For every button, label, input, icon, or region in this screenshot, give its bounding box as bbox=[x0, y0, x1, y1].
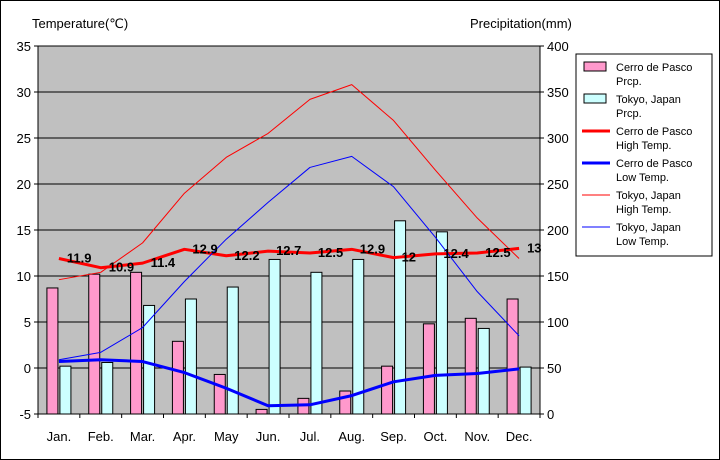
data-label: 12.4 bbox=[443, 246, 469, 261]
legend-entry-line1: Tokyo, Japan bbox=[616, 94, 681, 106]
legend-entry-line2: Low Temp. bbox=[616, 236, 669, 248]
x-tick-label: Aug. bbox=[338, 429, 365, 444]
left-axis-title: Temperature(℃) bbox=[32, 16, 128, 31]
legend: Cerro de Pasco Prcp. Tokyo, Japan Prcp. Cerr… bbox=[575, 53, 713, 257]
precip-bar bbox=[394, 220, 407, 415]
temp-line bbox=[58, 246, 520, 270]
x-tick-label: Jul. bbox=[300, 429, 320, 444]
legend-entry-line2: High Temp. bbox=[616, 204, 671, 216]
left-tick-label: 15 bbox=[17, 223, 31, 238]
precip-bar bbox=[143, 304, 156, 415]
x-tick-label: Oct. bbox=[423, 429, 447, 444]
precip-bar bbox=[352, 258, 365, 415]
precip-bar bbox=[464, 317, 477, 415]
legend-entry-line2: Prcp. bbox=[616, 76, 642, 88]
temp-line bbox=[58, 84, 520, 281]
x-tick-label: Apr. bbox=[173, 429, 196, 444]
x-tick-label: Jan. bbox=[47, 429, 72, 444]
legend-entry-line1: Tokyo, Japan bbox=[616, 190, 681, 202]
precip-bar bbox=[101, 361, 114, 415]
left-tick-label: 5 bbox=[24, 315, 31, 330]
left-tick-label: 20 bbox=[17, 177, 31, 192]
right-tick-label: 0 bbox=[547, 407, 554, 422]
legend-entry-line1: Tokyo, Japan bbox=[616, 222, 681, 234]
precip-bar bbox=[310, 271, 323, 415]
temp-line bbox=[58, 155, 520, 361]
x-tick-label: Dec. bbox=[506, 429, 533, 444]
x-tick-label: Nov. bbox=[464, 429, 490, 444]
precip-bar bbox=[506, 298, 519, 415]
data-label: 12.7 bbox=[276, 243, 301, 258]
right-tick-label: 400 bbox=[547, 39, 569, 54]
right-tick-label: 100 bbox=[547, 315, 569, 330]
right-axis-title: Precipitation(mm) bbox=[470, 16, 572, 31]
data-label: 12.9 bbox=[192, 241, 217, 256]
x-tick-label: May bbox=[214, 429, 239, 444]
precip-bar bbox=[88, 273, 101, 415]
right-axis-ticks: 0 50 100 150 200 250 300 350 400 bbox=[540, 39, 569, 422]
precip-bar bbox=[339, 390, 352, 415]
data-labels: 11.9 10.9 11.4 12.9 12.2 12.7 12.5 12.9 12 12.4 12… bbox=[67, 240, 542, 274]
legend-entry-line2: High Temp. bbox=[616, 140, 671, 152]
data-label: 13 bbox=[527, 240, 541, 255]
legend-box bbox=[575, 53, 713, 257]
precip-bar bbox=[226, 286, 239, 415]
right-tick-label: 200 bbox=[547, 223, 569, 238]
right-tick-label: 250 bbox=[547, 177, 569, 192]
data-label: 10.9 bbox=[109, 260, 134, 275]
data-label: 12.9 bbox=[360, 241, 385, 256]
right-tick-label: 300 bbox=[547, 131, 569, 146]
temperature-lines bbox=[58, 84, 520, 408]
data-label: 12.2 bbox=[234, 248, 259, 263]
precip-bar bbox=[130, 271, 143, 415]
data-label: 11.9 bbox=[67, 251, 92, 266]
precipitation-bars bbox=[46, 220, 532, 415]
left-tick-label: 10 bbox=[17, 269, 31, 284]
precip-bar bbox=[46, 287, 59, 415]
left-tick-label: 35 bbox=[17, 39, 31, 54]
legend-entry-line1: Cerro de Pasco bbox=[616, 62, 692, 74]
left-tick-label: 30 bbox=[17, 85, 31, 100]
temp-line bbox=[58, 358, 520, 408]
left-tick-label: -5 bbox=[19, 407, 31, 422]
precip-bar bbox=[268, 258, 281, 415]
legend-entry-line2: Low Temp. bbox=[616, 172, 669, 184]
left-tick-label: 25 bbox=[17, 131, 31, 146]
legend-swatch bbox=[583, 61, 607, 72]
data-label: 11.4 bbox=[151, 255, 176, 270]
x-tick-label: Mar. bbox=[130, 429, 155, 444]
legend-swatch bbox=[583, 93, 607, 104]
right-tick-label: 150 bbox=[547, 269, 569, 284]
precip-bar bbox=[171, 340, 184, 415]
x-tick-label: Sep. bbox=[380, 429, 407, 444]
gridlines bbox=[38, 91, 540, 369]
left-axis-ticks: -5 0 5 10 15 20 25 30 35 bbox=[17, 39, 38, 422]
precip-bar bbox=[381, 365, 394, 415]
precip-bar bbox=[255, 408, 268, 415]
data-label: 12 bbox=[402, 250, 416, 265]
precip-bar bbox=[213, 373, 226, 415]
x-tick-label: Feb. bbox=[88, 429, 114, 444]
legend-entry-line2: Prcp. bbox=[616, 108, 642, 120]
x-axis-ticks: Jan. Feb. Mar. Apr. May Jun. Jul. Aug. Sep. Oct. N… bbox=[37, 414, 541, 444]
x-tick-label: Jun. bbox=[256, 429, 281, 444]
data-label: 12.5 bbox=[318, 245, 343, 260]
right-tick-label: 50 bbox=[547, 361, 561, 376]
right-tick-label: 350 bbox=[547, 85, 569, 100]
precip-bar bbox=[184, 298, 197, 415]
legend-entry-line1: Cerro de Pasco bbox=[616, 158, 692, 170]
legend-entry-line1: Cerro de Pasco bbox=[616, 126, 692, 138]
precip-bar bbox=[435, 231, 448, 415]
data-label: 12.5 bbox=[485, 245, 510, 260]
precip-bar bbox=[519, 366, 532, 415]
precip-bar bbox=[59, 365, 72, 415]
precip-bar bbox=[422, 323, 435, 415]
left-tick-label: 0 bbox=[24, 361, 31, 376]
